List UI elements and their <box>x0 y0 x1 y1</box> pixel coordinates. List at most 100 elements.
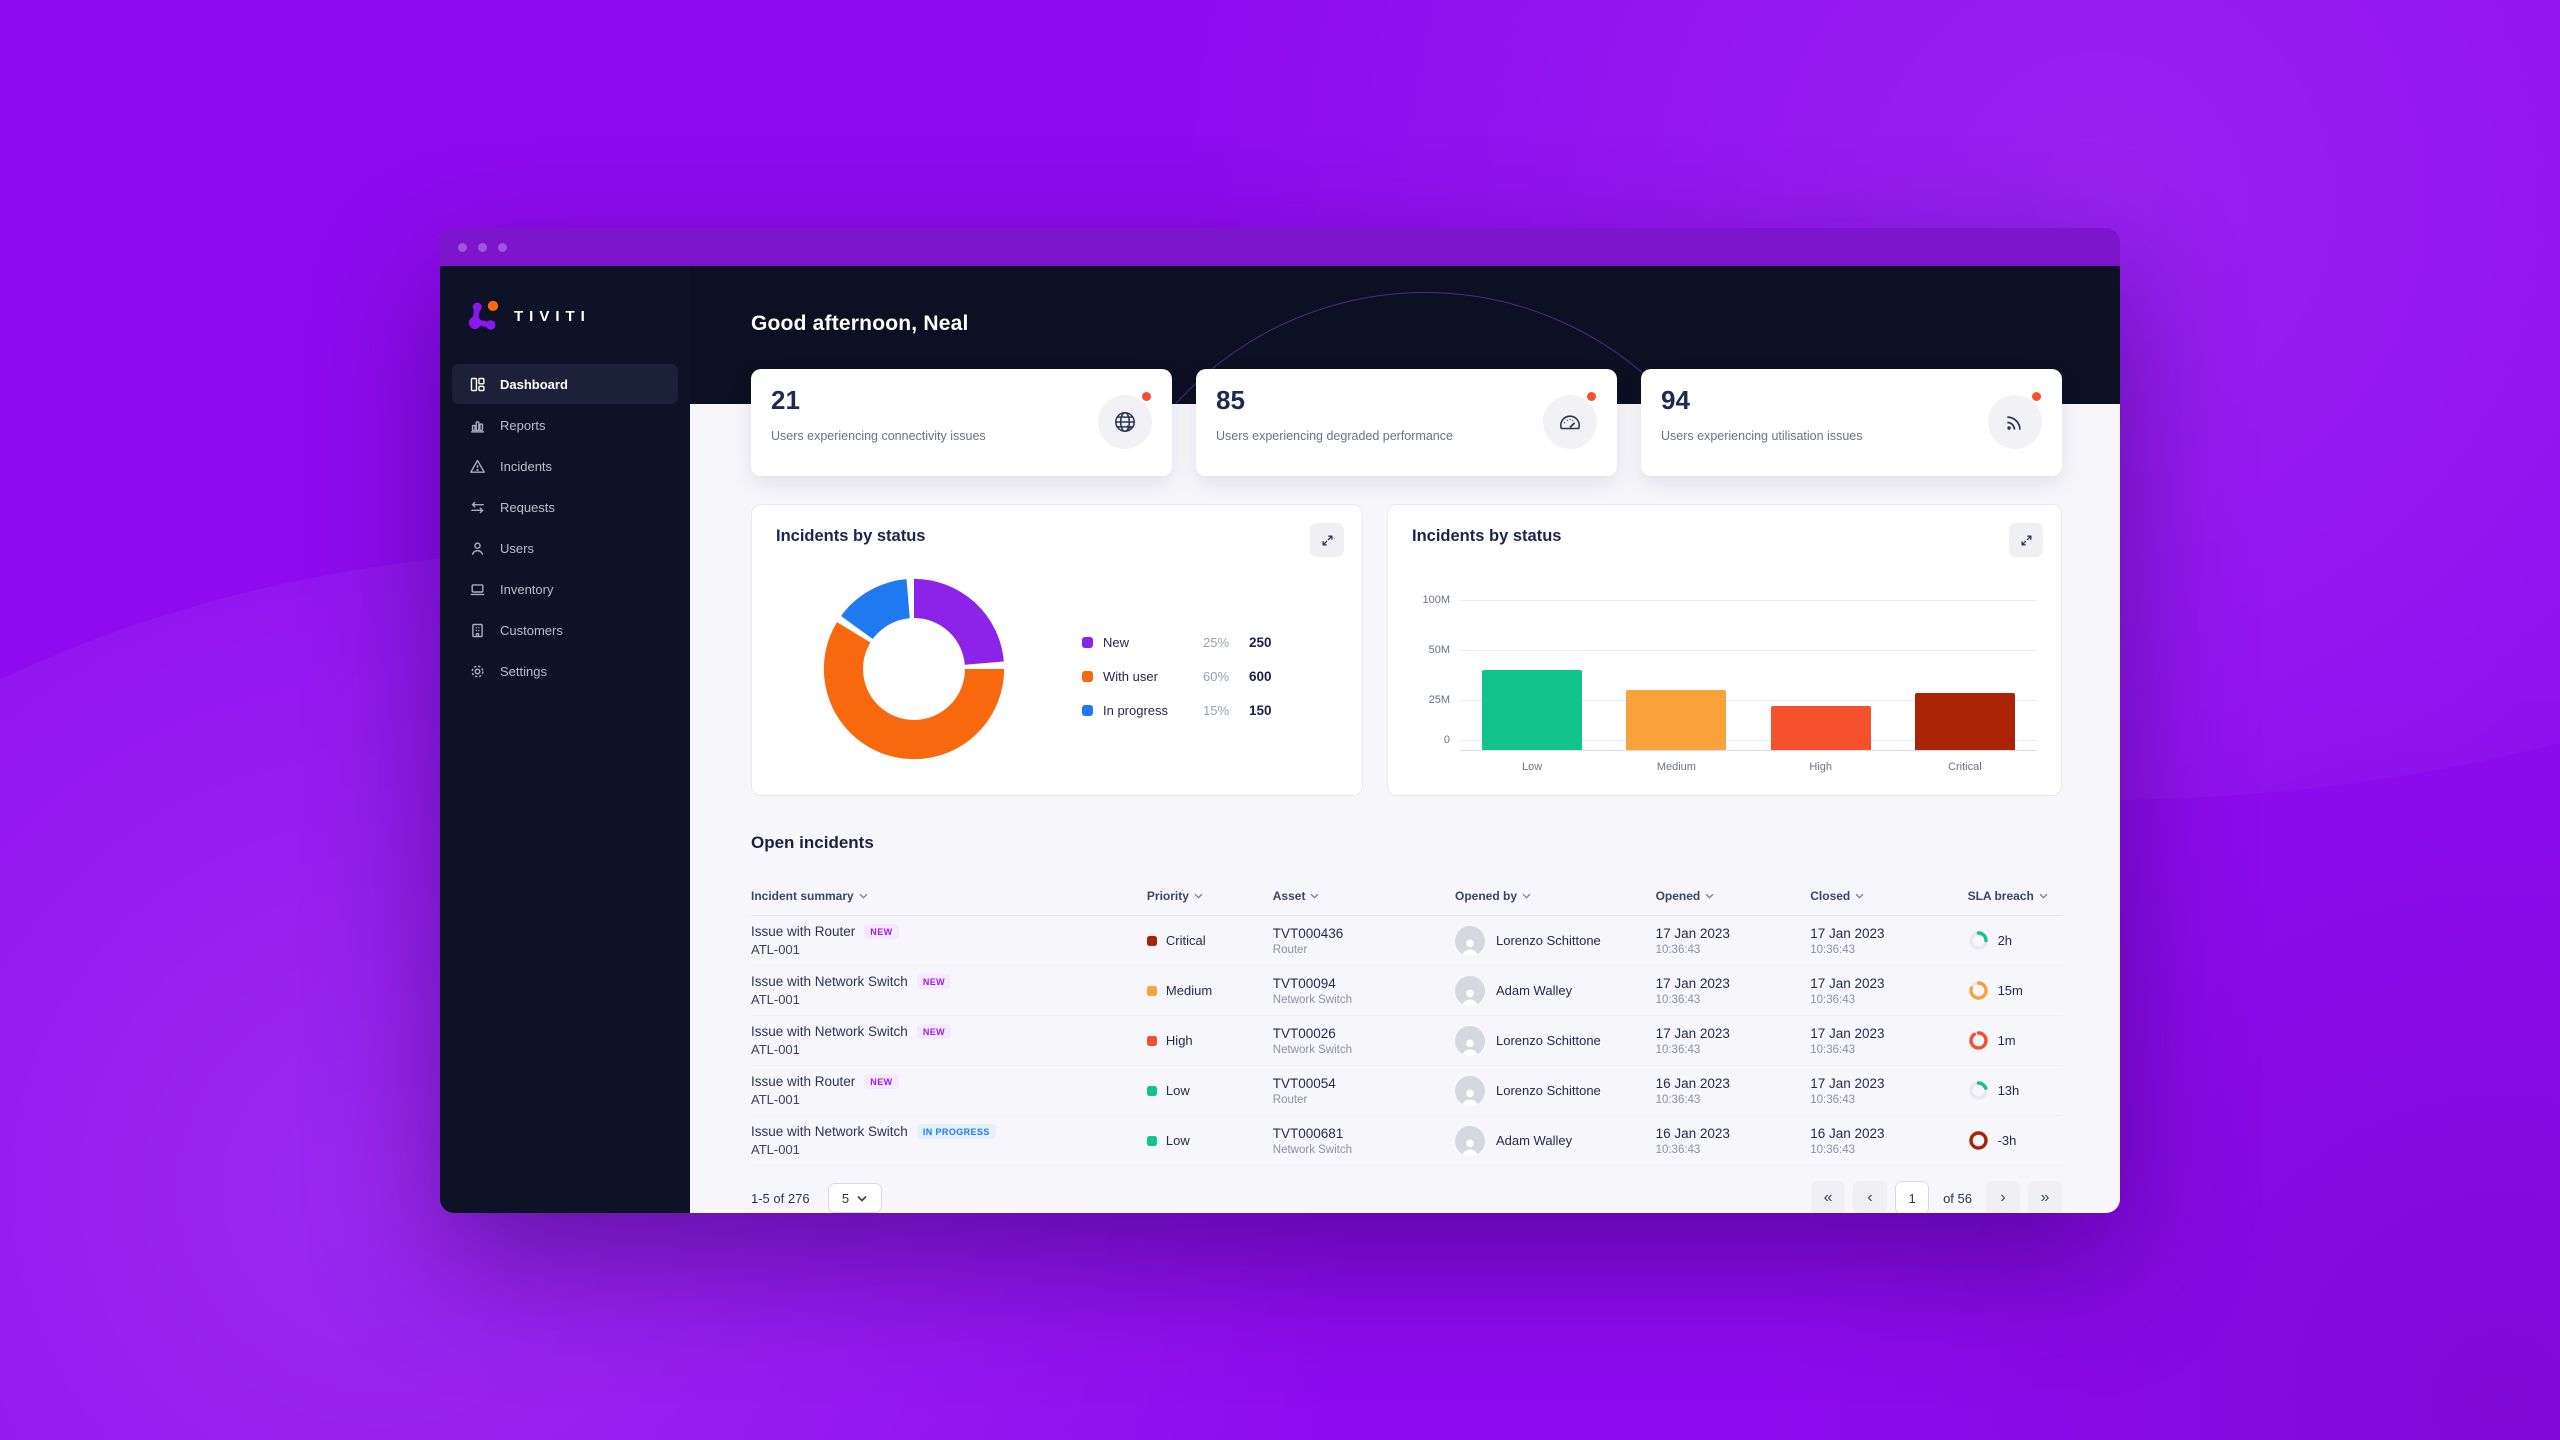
chevron-down-icon <box>1522 893 1531 899</box>
sla-value: -3h <box>1997 1133 2017 1148</box>
y-axis-tick: 25M <box>1428 694 1450 706</box>
legend-value: 250 <box>1249 635 1272 650</box>
table-row[interactable]: Issue with Network Switch NEW ATL-001 Me… <box>751 966 2062 1016</box>
legend-percent: 15% <box>1203 703 1230 718</box>
incident-summary: Issue with Network Switch <box>751 974 908 989</box>
column-header-opened-by[interactable]: Opened by <box>1455 889 1656 903</box>
bar-critical[interactable] <box>1914 693 2015 750</box>
incident-summary: Issue with Network Switch <box>751 1024 908 1039</box>
table-row[interactable]: Issue with Network Switch IN PROGRESS AT… <box>751 1116 2062 1166</box>
avatar <box>1454 1125 1485 1156</box>
column-header-opened[interactable]: Opened <box>1656 889 1811 903</box>
chevron-down-icon <box>1705 893 1714 899</box>
last-page-button[interactable]: » <box>2028 1181 2062 1213</box>
stat-value: 85 <box>1216 385 1245 415</box>
stat-card-performance[interactable]: 85 Users experiencing degraded performan… <box>1196 369 1617 476</box>
donut-chart[interactable] <box>816 571 1012 767</box>
first-page-button[interactable]: « <box>1811 1181 1846 1213</box>
page-number-input[interactable]: 1 <box>1895 1181 1930 1213</box>
window-dot[interactable] <box>478 242 487 252</box>
open-incidents-title: Open incidents <box>751 833 874 852</box>
opened-by-cell: Adam Walley <box>1454 1125 1656 1156</box>
tiviti-logo-icon <box>468 300 499 330</box>
avatar <box>1454 1025 1485 1056</box>
legend-percent: 60% <box>1203 669 1230 684</box>
person-icon <box>1461 1138 1479 1156</box>
person-icon <box>1461 988 1479 1006</box>
sidebar-nav: Dashboard Reports Incidents <box>440 364 690 691</box>
person-icon <box>1461 938 1479 956</box>
priority-label: High <box>1165 1033 1193 1048</box>
table-row[interactable]: Issue with Router NEW ATL-001 Critical T… <box>751 916 2062 966</box>
chevron-down-icon <box>859 893 868 899</box>
window-dot[interactable] <box>458 242 467 252</box>
incident-summary-cell: Issue with Router NEW ATL-001 <box>751 1074 1147 1107</box>
sla-value: 2h <box>1997 933 2013 948</box>
sla-value: 15m <box>1997 983 2023 998</box>
incident-ref: ATL-001 <box>751 1142 800 1157</box>
sidebar-item-reports[interactable]: Reports <box>452 405 678 445</box>
column-header-priority[interactable]: Priority <box>1147 889 1273 903</box>
column-header-closed[interactable]: Closed <box>1810 889 1967 903</box>
reports-icon <box>471 420 484 433</box>
column-header-incident-summary[interactable]: Incident summary <box>751 889 1147 903</box>
sidebar-item-requests[interactable]: Requests <box>452 487 678 527</box>
y-axis-tick: 100M <box>1422 594 1450 606</box>
stat-card-utilisation[interactable]: 94 Users experiencing utilisation issues <box>1641 369 2062 476</box>
incident-ref: ATL-001 <box>751 942 800 957</box>
sidebar-item-inventory[interactable]: Inventory <box>452 569 678 609</box>
incident-ref: ATL-001 <box>751 992 800 1007</box>
legend-label: With user <box>1103 669 1158 684</box>
page-size-select[interactable]: 5 <box>827 1183 882 1213</box>
sidebar: TIVITI Dashboard Reports <box>440 266 690 1213</box>
sidebar-item-incidents[interactable]: Incidents <box>452 446 678 486</box>
window-titlebar[interactable] <box>440 228 2120 266</box>
opened-cell: 17 Jan 2023 10:36:43 <box>1656 926 1811 956</box>
x-axis-label: High <box>1809 761 1832 773</box>
avatar <box>1454 925 1485 956</box>
asset-code: TVT00054 <box>1272 1075 1336 1091</box>
bar-slot <box>1893 693 2037 750</box>
column-header-sla-breach[interactable]: SLA breach <box>1968 889 2062 903</box>
opened-by-cell: Lorenzo Schittone <box>1454 1025 1656 1056</box>
expand-button[interactable] <box>2009 523 2043 557</box>
alert-dot <box>1142 392 1151 401</box>
stat-label: Users experiencing degraded performance <box>1216 429 1453 443</box>
column-header-asset[interactable]: Asset <box>1273 889 1455 903</box>
legend-swatch <box>1082 671 1093 682</box>
prev-page-button[interactable]: ‹ <box>1853 1181 1888 1213</box>
table-row[interactable]: Issue with Router NEW ATL-001 Low TVT000… <box>751 1066 2062 1116</box>
pagination: 1-5 of 276 5 « ‹ 1 of 56 › » <box>751 1181 2062 1213</box>
incident-summary-cell: Issue with Network Switch NEW ATL-001 <box>751 1024 1147 1057</box>
window-dot[interactable] <box>498 242 507 252</box>
next-page-button[interactable]: › <box>1986 1181 2020 1213</box>
sidebar-item-customers[interactable]: Customers <box>452 610 678 650</box>
bar-high[interactable] <box>1770 706 1871 750</box>
opened-by-name: Adam Walley <box>1495 983 1573 998</box>
sidebar-item-label: Dashboard <box>500 376 568 392</box>
closed-time: 10:36:43 <box>1810 993 1856 1006</box>
bar-low[interactable] <box>1482 670 1583 750</box>
incident-summary-cell: Issue with Network Switch NEW ATL-001 <box>751 974 1147 1007</box>
legend-value: 150 <box>1249 703 1272 718</box>
charts-row: Incidents by status New 25% <box>751 504 2062 796</box>
stat-card-connectivity[interactable]: 21 Users experiencing connectivity issue… <box>751 369 1172 476</box>
stat-label: Users experiencing utilisation issues <box>1661 429 1863 443</box>
sla-breach-cell: -3h <box>1968 1130 2062 1151</box>
opened-time: 10:36:43 <box>1655 1093 1701 1106</box>
sla-breach-cell: 2h <box>1968 930 2062 951</box>
chevron-down-icon <box>1311 893 1319 899</box>
table-row[interactable]: Issue with Network Switch NEW ATL-001 Hi… <box>751 1016 2062 1066</box>
asset-cell: TVT000436 Router <box>1273 926 1455 956</box>
sidebar-item-settings[interactable]: Settings <box>452 651 678 691</box>
bar-medium[interactable] <box>1626 690 1727 750</box>
bar-chart[interactable]: 100M 50M 25M 0 <box>1412 590 2037 751</box>
sidebar-item-users[interactable]: Users <box>452 528 678 568</box>
sla-ring <box>1968 1030 1989 1051</box>
chart-title: Incidents by status <box>1412 527 1562 545</box>
closed-date: 17 Jan 2023 <box>1810 925 1885 941</box>
chevron-down-icon <box>1855 893 1864 899</box>
expand-button[interactable] <box>1310 523 1344 557</box>
x-axis-labels: Low Medium High Critical <box>1460 761 2037 773</box>
sidebar-item-dashboard[interactable]: Dashboard <box>452 364 678 404</box>
